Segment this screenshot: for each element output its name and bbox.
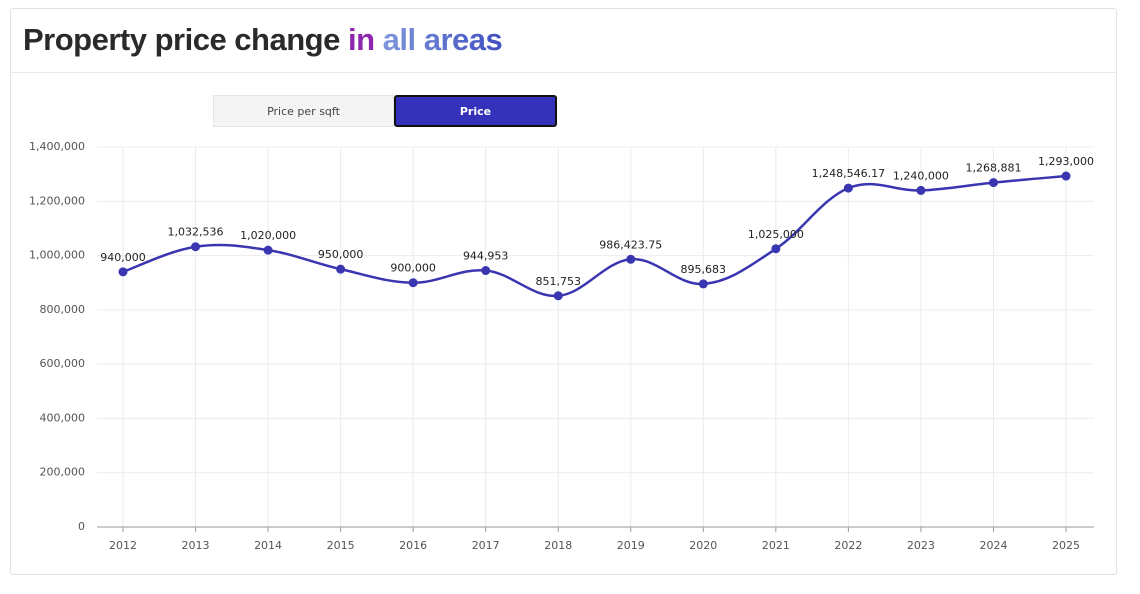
toggle-button[interactable]: Price — [394, 95, 557, 127]
data-point — [1061, 171, 1071, 181]
value-label: 1,293,000 — [1038, 155, 1094, 168]
value-label: 950,000 — [318, 248, 364, 261]
x-tick-label: 2017 — [472, 539, 500, 552]
data-point — [553, 291, 563, 301]
y-tick-label: 400,000 — [40, 411, 86, 424]
card: Property price change in all areas — [10, 8, 1117, 575]
title-part: in — [347, 22, 375, 57]
x-tick-label: 2013 — [182, 539, 210, 552]
title-part: all areas — [382, 22, 503, 57]
x-tick-label: 2014 — [254, 539, 282, 552]
data-point — [481, 266, 491, 276]
value-label: 895,683 — [681, 263, 727, 276]
data-point — [626, 254, 636, 264]
y-tick-label: 1,400,000 — [29, 140, 85, 153]
value-label: 1,025,000 — [748, 228, 804, 241]
data-point — [118, 267, 128, 277]
y-tick-label: 1,000,000 — [29, 249, 85, 262]
x-tick-label: 2012 — [109, 539, 137, 552]
value-label: 986,423.75 — [599, 238, 662, 251]
x-tick-label: 2025 — [1052, 539, 1080, 552]
data-point — [988, 178, 998, 188]
value-label: 1,248,546.17 — [812, 167, 885, 180]
x-tick-label: 2019 — [617, 539, 645, 552]
y-tick-label: 1,200,000 — [29, 194, 85, 207]
value-label: 1,268,881 — [965, 162, 1021, 175]
toggle-group: Price per sqft Price — [213, 95, 557, 127]
y-tick-label: 600,000 — [40, 357, 86, 370]
value-label: 1,032,536 — [168, 226, 224, 239]
x-tick-label: 2022 — [834, 539, 862, 552]
value-label: 940,000 — [100, 251, 146, 264]
y-tick-label: 0 — [78, 520, 85, 533]
value-label: 944,953 — [463, 250, 509, 263]
data-point — [191, 242, 201, 252]
data-point — [843, 183, 853, 193]
value-label: 851,753 — [535, 275, 581, 288]
series-line — [122, 174, 1067, 298]
data-point — [698, 279, 708, 289]
data-point — [916, 185, 926, 195]
data-point — [263, 245, 273, 255]
data-point — [771, 244, 781, 254]
y-tick-label: 200,000 — [40, 466, 86, 479]
y-tick-label: 800,000 — [40, 303, 86, 316]
title: Property price change in all areas — [23, 22, 503, 58]
x-tick-label: 2018 — [544, 539, 572, 552]
value-label: 1,240,000 — [893, 169, 949, 182]
x-tick-label: 2016 — [399, 539, 427, 552]
x-tick-label: 2021 — [762, 539, 790, 552]
title-part: Property price change — [23, 22, 340, 57]
data-point — [408, 278, 418, 288]
x-tick-label: 2024 — [979, 539, 1007, 552]
toggle-button[interactable]: Price per sqft — [213, 95, 394, 127]
data-point — [336, 264, 346, 274]
value-label: 1,020,000 — [240, 229, 296, 242]
x-tick-label: 2015 — [327, 539, 355, 552]
x-tick-label: 2023 — [907, 539, 935, 552]
x-tick-label: 2020 — [689, 539, 717, 552]
card-header: Property price change in all areas — [11, 9, 1116, 73]
value-label: 900,000 — [390, 262, 436, 275]
